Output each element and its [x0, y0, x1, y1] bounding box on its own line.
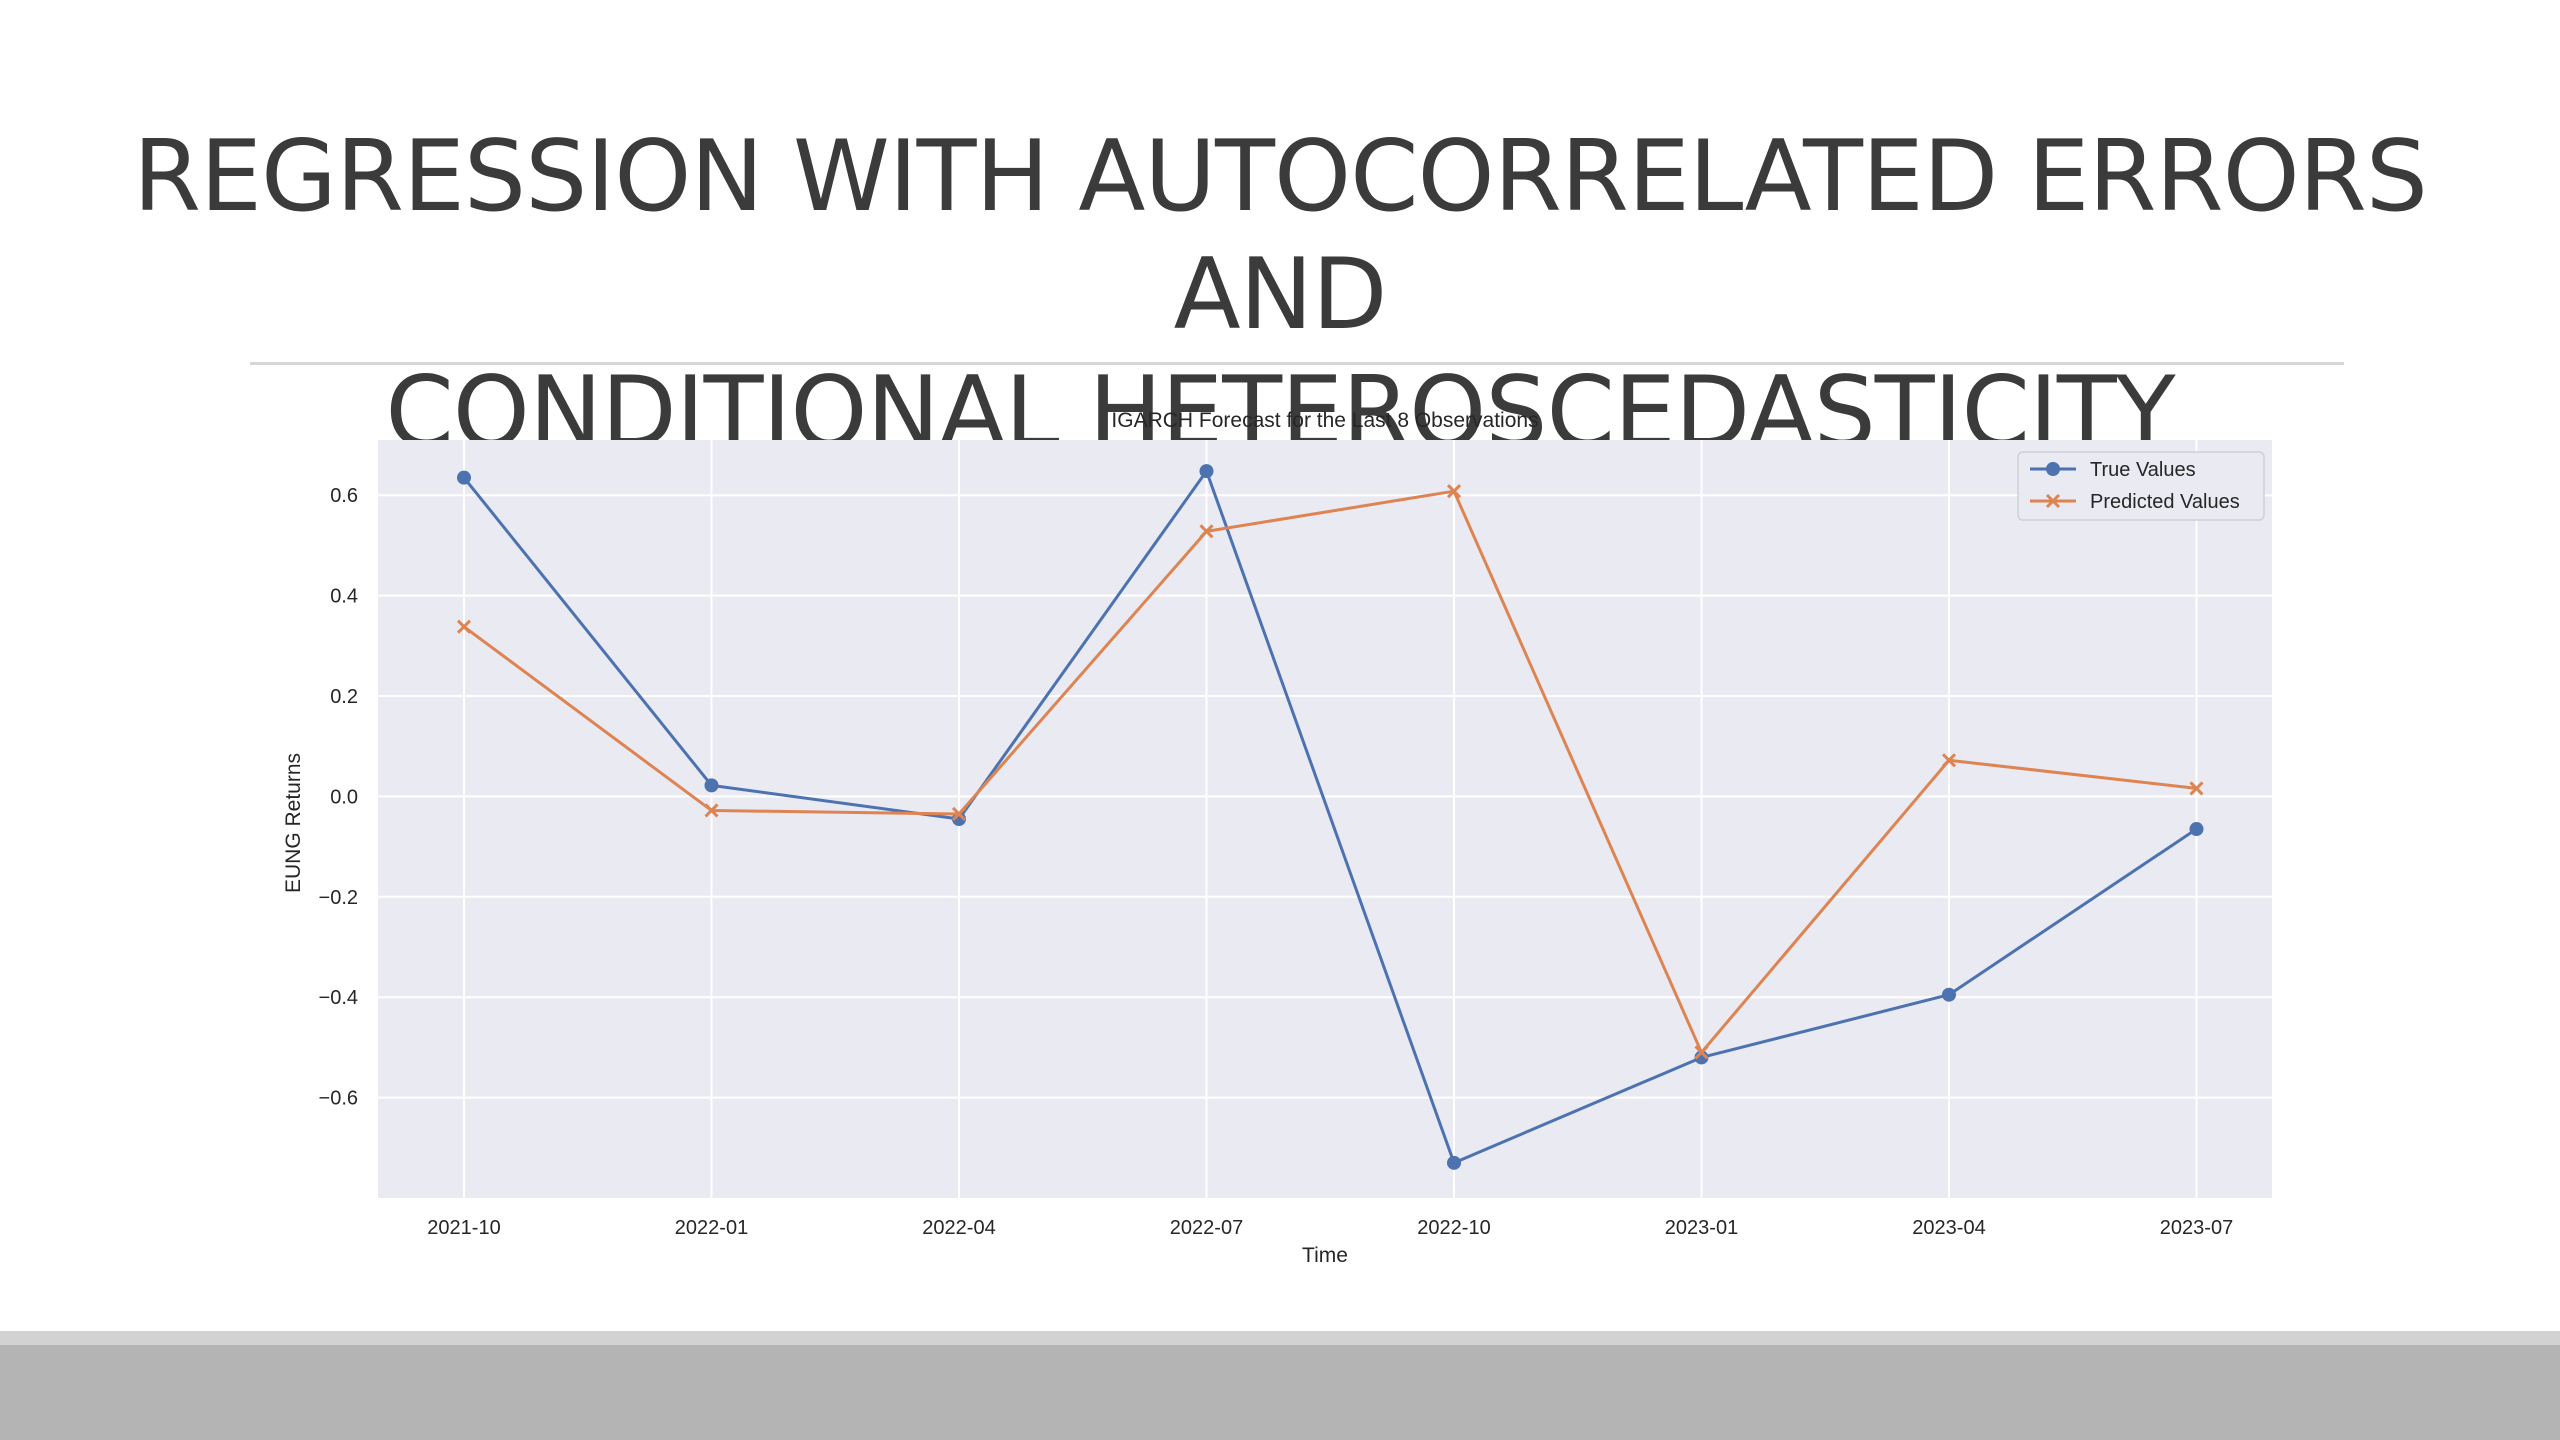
true-value-point	[1942, 987, 1956, 1002]
x-tick-label: 2022-01	[675, 1217, 748, 1239]
series-line-true-values	[462, 469, 2198, 1165]
predicted-value-point	[1941, 753, 1957, 768]
slide: REGRESSION WITH AUTOCORRELATED ERRORS AN…	[132, 120, 2429, 1267]
bottom-strip	[0, 1331, 2560, 1345]
y-tick-label: 0.6	[330, 485, 358, 507]
x-tick-label: 2022-04	[922, 1217, 995, 1239]
y-tick-label: 0.2	[330, 686, 358, 708]
y-tick-label: −0.4	[319, 987, 358, 1009]
x-tick-label: 2021-10	[427, 1217, 500, 1239]
igarch-forecast-chart: 2021-10 2022-01 2022-04 2022-07 2022-10 2023-…	[282, 409, 2272, 1267]
predicted-value-point	[951, 806, 967, 822]
chart-title: IGARCH Forecast for the Last 8 Observati…	[1111, 409, 1538, 432]
x-tick-label: 2022-10	[1417, 1217, 1490, 1239]
y-tick-label: −0.2	[319, 887, 358, 909]
x-tick-label: 2023-04	[1912, 1217, 1985, 1239]
axes: 2021-10 2022-01 2022-04 2022-07 2022-10 2023-…	[319, 485, 2234, 1239]
true-value-point	[2189, 822, 2204, 837]
legend-marker	[2045, 493, 2061, 509]
y-tick-label: 0.0	[330, 786, 358, 808]
grid	[378, 440, 2272, 1198]
slide-title-line-1: REGRESSION WITH AUTOCORRELATED ERRORS AN…	[132, 120, 2428, 352]
y-tick-label: −0.6	[319, 1088, 358, 1110]
predicted-value-point	[456, 619, 472, 634]
plot-area	[378, 440, 2272, 1198]
series-line-predicted-values	[463, 489, 2197, 1054]
legend-label: Predicted Values	[2090, 491, 2240, 513]
predicted-value-point	[1694, 1045, 1709, 1060]
legend: True Values Predicted Values	[2017, 451, 2265, 521]
predicted-value-point	[2189, 781, 2204, 796]
true-value-point	[1199, 464, 1214, 479]
x-tick-label: 2023-01	[1665, 1217, 1738, 1239]
true-value-point	[457, 470, 471, 485]
x-tick-label: 2023-07	[2160, 1217, 2233, 1239]
series-layer	[456, 464, 2204, 1170]
y-axis-label: EUNG Returns	[282, 753, 305, 893]
legend-label: True Values	[2090, 459, 2196, 481]
bottom-bar	[0, 1345, 2560, 1440]
predicted-value-point	[704, 803, 719, 818]
title-divider	[250, 362, 2344, 365]
true-value-point	[704, 778, 719, 793]
y-tick-label: 0.4	[330, 586, 358, 608]
true-value-point	[1447, 1155, 1461, 1170]
legend-box	[2017, 451, 2265, 521]
legend-marker	[2046, 462, 2060, 476]
predicted-value-point	[1446, 484, 1462, 499]
x-tick-label: 2022-07	[1170, 1217, 1243, 1239]
predicted-value-point	[1199, 524, 1214, 539]
x-axis-label: Time	[1302, 1244, 1348, 1267]
